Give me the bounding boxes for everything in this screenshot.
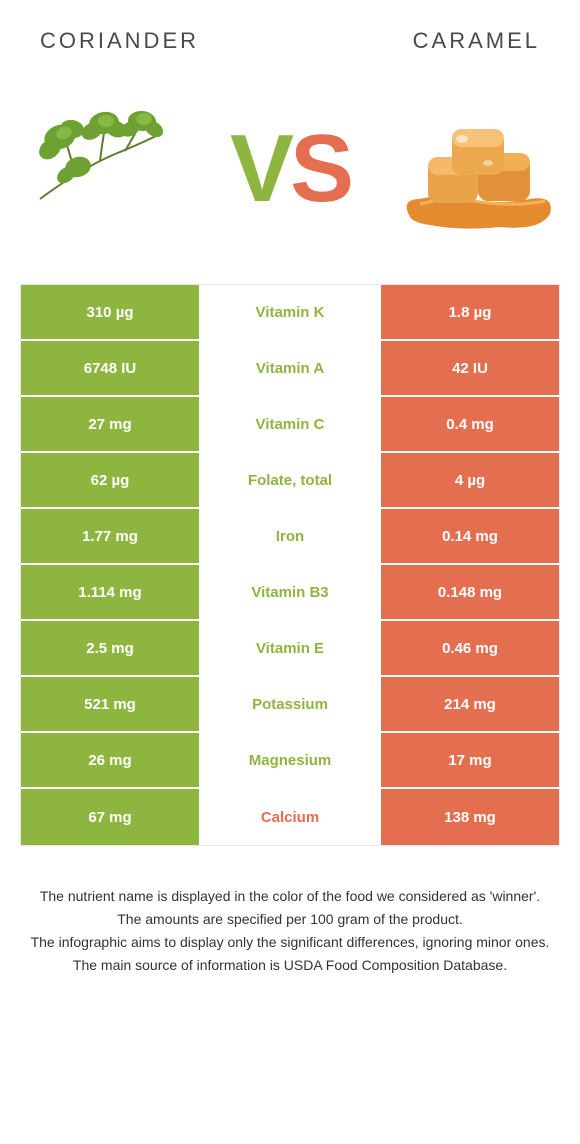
left-value: 27 mg (21, 397, 201, 451)
nutrient-label: Calcium (201, 789, 381, 845)
footnote-line: The amounts are specified per 100 gram o… (26, 909, 554, 930)
nutrient-label: Vitamin K (201, 285, 381, 339)
left-value: 1.77 mg (21, 509, 201, 563)
left-value: 62 µg (21, 453, 201, 507)
table-row: 1.114 mgVitamin B30.148 mg (21, 565, 559, 621)
nutrient-label: Vitamin C (201, 397, 381, 451)
left-value: 6748 IU (21, 341, 201, 395)
nutrient-label: Potassium (201, 677, 381, 731)
right-value: 214 mg (381, 677, 559, 731)
nutrient-label: Vitamin A (201, 341, 381, 395)
left-value: 1.114 mg (21, 565, 201, 619)
coriander-icon (20, 99, 190, 239)
right-value: 42 IU (381, 341, 559, 395)
table-row: 26 mgMagnesium17 mg (21, 733, 559, 789)
right-value: 0.4 mg (381, 397, 559, 451)
right-value: 0.46 mg (381, 621, 559, 675)
right-value: 4 µg (381, 453, 559, 507)
nutrient-label: Folate, total (201, 453, 381, 507)
left-value: 310 µg (21, 285, 201, 339)
table-row: 310 µgVitamin K1.8 µg (21, 285, 559, 341)
right-value: 138 mg (381, 789, 559, 845)
table-row: 62 µgFolate, total4 µg (21, 453, 559, 509)
comparison-table: 310 µgVitamin K1.8 µg6748 IUVitamin A42 … (20, 284, 560, 846)
left-value: 2.5 mg (21, 621, 201, 675)
footnote-line: The main source of information is USDA F… (26, 955, 554, 976)
vs-s: S (290, 115, 350, 222)
vs-label: VS (230, 114, 350, 224)
left-value: 67 mg (21, 789, 201, 845)
nutrient-label: Iron (201, 509, 381, 563)
table-row: 27 mgVitamin C0.4 mg (21, 397, 559, 453)
caramel-icon (390, 99, 560, 239)
footnotes: The nutrient name is displayed in the co… (0, 846, 580, 976)
table-row: 67 mgCalcium138 mg (21, 789, 559, 845)
coriander-image (20, 99, 190, 239)
caramel-image (390, 99, 560, 239)
nutrient-label: Magnesium (201, 733, 381, 787)
right-food-title: CARAMEL (413, 28, 540, 54)
right-value: 17 mg (381, 733, 559, 787)
footnote-line: The infographic aims to display only the… (26, 932, 554, 953)
right-value: 0.14 mg (381, 509, 559, 563)
header: CORIANDER CARAMEL (0, 0, 580, 54)
table-row: 2.5 mgVitamin E0.46 mg (21, 621, 559, 677)
right-value: 0.148 mg (381, 565, 559, 619)
left-value: 26 mg (21, 733, 201, 787)
vs-v: V (230, 115, 290, 222)
left-value: 521 mg (21, 677, 201, 731)
left-food-title: CORIANDER (40, 28, 199, 54)
hero-row: VS (0, 54, 580, 274)
table-row: 1.77 mgIron0.14 mg (21, 509, 559, 565)
right-value: 1.8 µg (381, 285, 559, 339)
nutrient-label: Vitamin E (201, 621, 381, 675)
nutrient-label: Vitamin B3 (201, 565, 381, 619)
table-row: 6748 IUVitamin A42 IU (21, 341, 559, 397)
table-row: 521 mgPotassium214 mg (21, 677, 559, 733)
footnote-line: The nutrient name is displayed in the co… (26, 886, 554, 907)
